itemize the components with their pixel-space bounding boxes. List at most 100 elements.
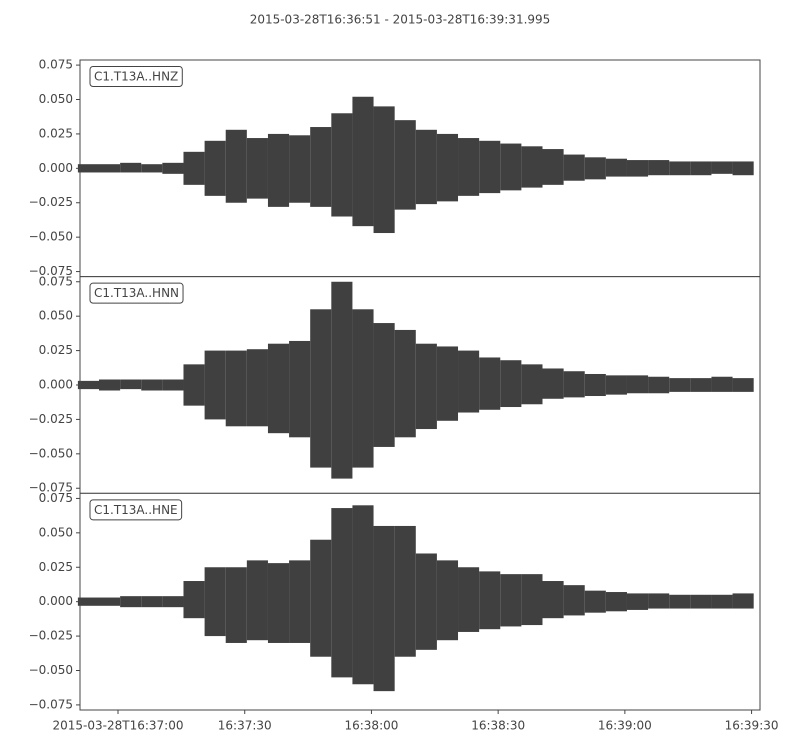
waveform-envelope bbox=[267, 133, 290, 207]
waveform-envelope bbox=[310, 309, 332, 468]
waveform-envelope bbox=[648, 376, 670, 394]
y-tick-label: −0.075 bbox=[29, 264, 73, 278]
waveform-envelope bbox=[605, 592, 627, 612]
waveform-envelope bbox=[542, 368, 564, 399]
waveform-envelope bbox=[204, 350, 226, 420]
waveform-envelope bbox=[120, 596, 142, 608]
waveform-envelope bbox=[458, 138, 480, 196]
waveform-envelope bbox=[225, 350, 247, 427]
waveform-envelope bbox=[542, 581, 564, 619]
waveform-envelope bbox=[415, 343, 437, 430]
y-tick-label: 0.075 bbox=[39, 58, 73, 72]
y-tick-label: 0.025 bbox=[39, 126, 73, 140]
y-tick-label: −0.050 bbox=[29, 446, 73, 460]
waveform-envelope bbox=[436, 560, 459, 641]
y-tick-label: −0.075 bbox=[29, 481, 73, 495]
waveform-envelope bbox=[458, 350, 480, 413]
waveform-envelope bbox=[648, 160, 670, 176]
plot-frame bbox=[79, 492, 761, 711]
waveform-envelope bbox=[331, 281, 353, 479]
waveform-envelope bbox=[542, 149, 564, 185]
waveform-envelope bbox=[626, 593, 649, 610]
waveform-envelope bbox=[162, 596, 184, 608]
waveform-envelope bbox=[99, 164, 121, 173]
waveform-envelope bbox=[183, 151, 205, 185]
waveform-envelope bbox=[77, 164, 100, 173]
waveform-envelope bbox=[669, 161, 691, 176]
waveform-envelope bbox=[331, 508, 353, 678]
waveform-envelope bbox=[711, 376, 733, 392]
trace-label: C1.T13A..HNE bbox=[94, 503, 178, 517]
y-tick-label: 0.050 bbox=[39, 309, 73, 323]
waveform-envelope bbox=[626, 160, 649, 177]
waveform-envelope bbox=[711, 594, 733, 609]
waveform-envelope bbox=[479, 571, 501, 630]
waveform-envelope bbox=[331, 113, 353, 217]
waveform-envelope bbox=[415, 553, 437, 650]
waveform-envelope bbox=[267, 563, 290, 643]
waveform-envelope bbox=[77, 380, 100, 390]
waveform-envelope bbox=[563, 585, 585, 616]
waveform-envelope bbox=[352, 505, 374, 685]
x-tick-label: 2015-03-28T16:37:00 bbox=[53, 719, 184, 733]
waveform-envelope bbox=[563, 371, 585, 398]
y-tick-label: 0.025 bbox=[39, 343, 73, 357]
x-tick-label: 16:39:00 bbox=[598, 719, 652, 733]
waveform-envelope bbox=[246, 138, 268, 199]
y-tick-label: 0.000 bbox=[39, 594, 73, 608]
y-tick-label: −0.050 bbox=[29, 230, 73, 244]
y-tick-label: −0.050 bbox=[29, 663, 73, 677]
waveform-envelope bbox=[162, 162, 184, 174]
waveform-envelope bbox=[479, 140, 501, 194]
waveform-envelope bbox=[352, 96, 374, 227]
waveform-envelope bbox=[584, 590, 606, 613]
waveform-envelope bbox=[289, 340, 311, 438]
y-tick-label: −0.025 bbox=[29, 412, 73, 426]
waveform-envelope bbox=[289, 560, 311, 643]
waveform-envelope bbox=[310, 127, 332, 207]
waveform-envelope bbox=[690, 594, 712, 609]
y-tick-label: 0.050 bbox=[39, 525, 73, 539]
waveform-envelope bbox=[584, 157, 606, 180]
waveform-envelope bbox=[394, 329, 416, 438]
waveform-envelope bbox=[373, 106, 395, 234]
y-tick-label: 0.025 bbox=[39, 560, 73, 574]
waveform-envelope bbox=[479, 357, 501, 410]
waveform-envelope bbox=[225, 129, 247, 203]
x-tick-label: 16:38:00 bbox=[344, 719, 398, 733]
y-tick-label: 0.000 bbox=[39, 161, 73, 175]
x-tick-label: 16:38:30 bbox=[471, 719, 525, 733]
waveform-envelope bbox=[225, 567, 247, 643]
waveform-envelope bbox=[732, 161, 754, 176]
waveform-envelope bbox=[436, 346, 459, 421]
waveform-envelope bbox=[120, 162, 142, 173]
chart-title: 2015-03-28T16:36:51 - 2015-03-28T16:39:3… bbox=[250, 13, 551, 27]
trace-label: C1.T13A..HNZ bbox=[94, 70, 178, 84]
waveform-envelope bbox=[352, 309, 374, 468]
waveform-envelope bbox=[732, 593, 754, 609]
waveform-envelope bbox=[120, 379, 142, 390]
y-tick-label: −0.025 bbox=[29, 195, 73, 209]
waveform-envelope bbox=[289, 135, 311, 203]
y-tick-label: 0.000 bbox=[39, 378, 73, 392]
waveform-envelope bbox=[77, 597, 100, 606]
waveform-envelope bbox=[458, 567, 480, 632]
waveform-envelope bbox=[500, 574, 522, 627]
waveform-envelope bbox=[690, 161, 712, 176]
waveform-envelope bbox=[732, 378, 754, 392]
waveform-envelope bbox=[141, 379, 163, 391]
waveform-envelope bbox=[394, 120, 416, 210]
waveform-envelope bbox=[605, 158, 627, 177]
waveform-envelope bbox=[310, 539, 332, 657]
trace-label-box bbox=[89, 499, 183, 521]
waveform-envelope bbox=[394, 525, 416, 657]
waveform-envelope bbox=[711, 161, 733, 174]
waveform-envelope bbox=[204, 567, 226, 637]
waveform-envelope bbox=[605, 375, 627, 395]
waveform-envelope bbox=[183, 581, 205, 619]
waveform-envelope bbox=[626, 375, 649, 394]
waveform-envelope bbox=[183, 364, 205, 406]
x-tick-label: 16:37:30 bbox=[218, 719, 272, 733]
waveform-envelope bbox=[669, 378, 691, 392]
